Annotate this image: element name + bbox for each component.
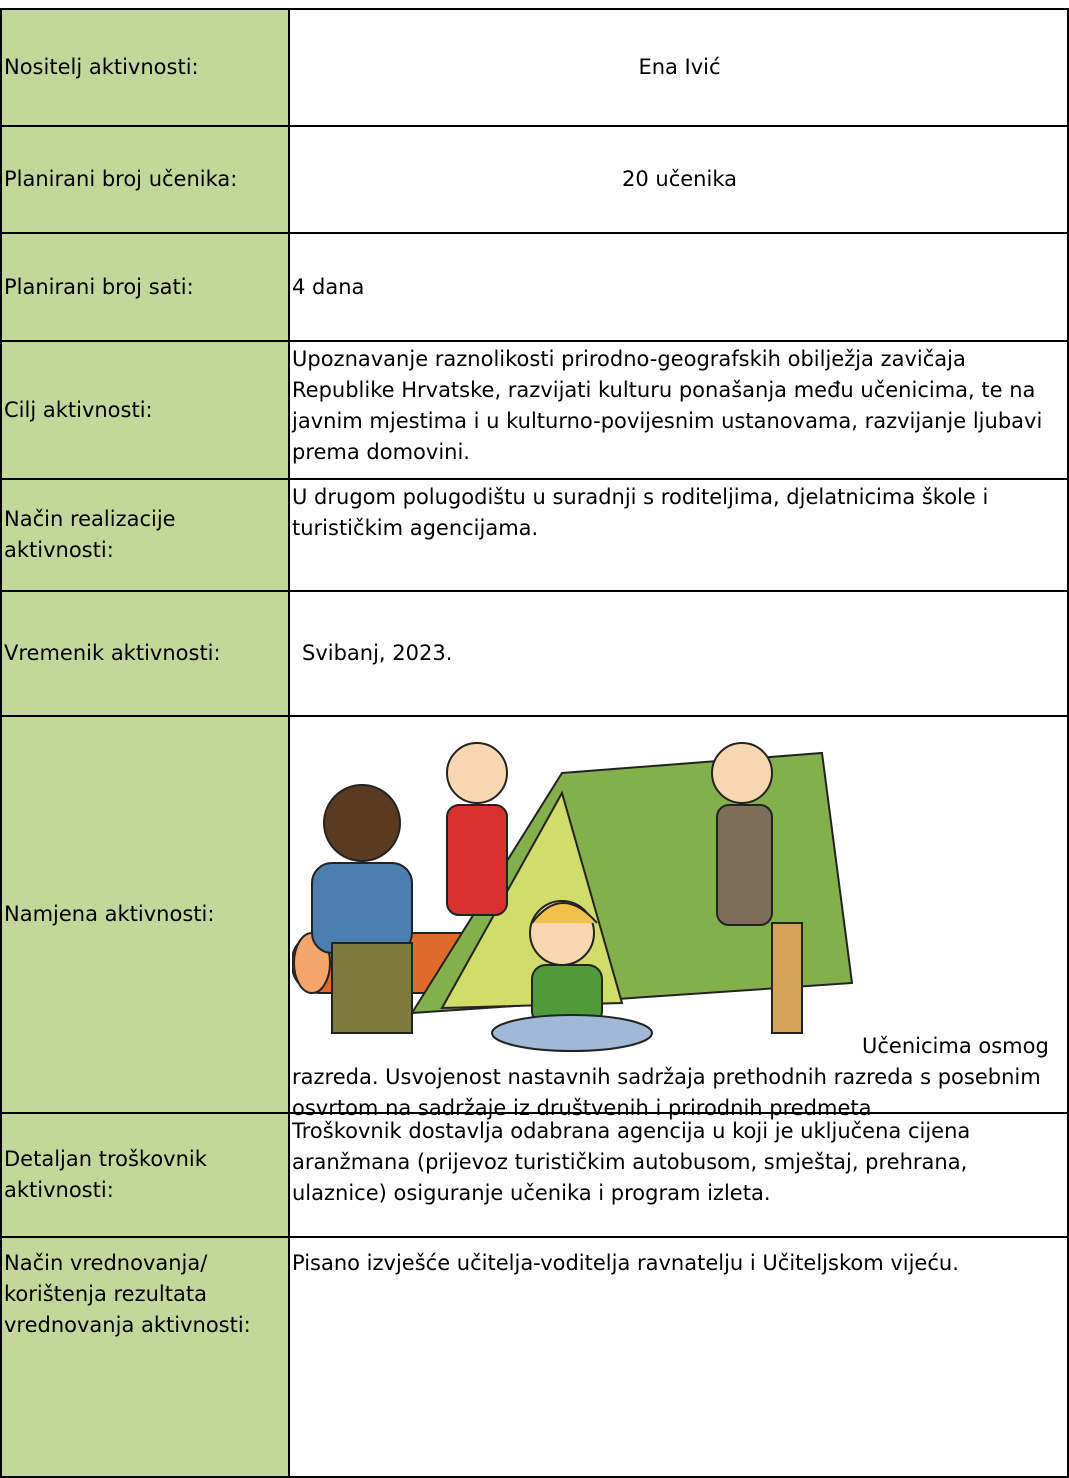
row-value: 4 dana (290, 234, 1069, 340)
table-row: Detaljan troškovnik aktivnosti: Troškovn… (2, 1114, 1069, 1238)
row-label: Način vrednovanja/ korištenja rezultata … (2, 1238, 290, 1476)
table-row: Način realizacije aktivnosti: U drugom p… (2, 480, 1069, 592)
row-value: Svibanj, 2023. (290, 592, 1069, 715)
table-row: Planirani broj učenika: 20 učenika (2, 127, 1069, 234)
row-value: Ena Ivić (290, 10, 1069, 125)
row-label: Cilj aktivnosti: (2, 342, 290, 478)
row-label: Detaljan troškovnik aktivnosti: (2, 1114, 290, 1236)
row-label: Planirani broj učenika: (2, 127, 290, 232)
row-value: U drugom polugodištu u suradnji s rodite… (290, 480, 1069, 590)
illustration (291, 742, 854, 1052)
table-row: Nositelj aktivnosti: Ena Ivić (2, 10, 1069, 127)
row-label: Vremenik aktivnosti: (2, 592, 290, 715)
table-row: Planirani broj sati: 4 dana (2, 234, 1069, 342)
table-row: Cilj aktivnosti: Upoznavanje raznolikost… (2, 342, 1069, 480)
row-label: Način realizacije aktivnosti: (2, 480, 290, 590)
row-label: Planirani broj sati: (2, 234, 290, 340)
row-value: Upoznavanje raznolikosti prirodno-geogra… (290, 342, 1069, 478)
table-row: Vremenik aktivnosti: Svibanj, 2023. (2, 592, 1069, 717)
table-row: Namjena aktivnosti: Učenicima osmog r (2, 717, 1069, 1120)
row-label: Namjena aktivnosti: (2, 717, 290, 1112)
row-label: Nositelj aktivnosti: (2, 10, 290, 125)
row-value: 20 učenika (290, 127, 1069, 232)
activity-table: Nositelj aktivnosti: Ena Ivić Planirani … (0, 8, 1069, 1478)
row-value: Učenicima osmog razreda. Usvojenost nast… (292, 1034, 1049, 1120)
row-value: Pisano izvješće učitelja-voditelja ravna… (290, 1238, 1069, 1476)
row-value: Učenicima osmog razreda. Usvojenost nast… (290, 717, 1069, 1120)
row-value: Troškovnik dostavlja odabrana agencija u… (290, 1114, 1069, 1236)
table-row: Način vrednovanja/ korištenja rezultata … (2, 1238, 1069, 1478)
